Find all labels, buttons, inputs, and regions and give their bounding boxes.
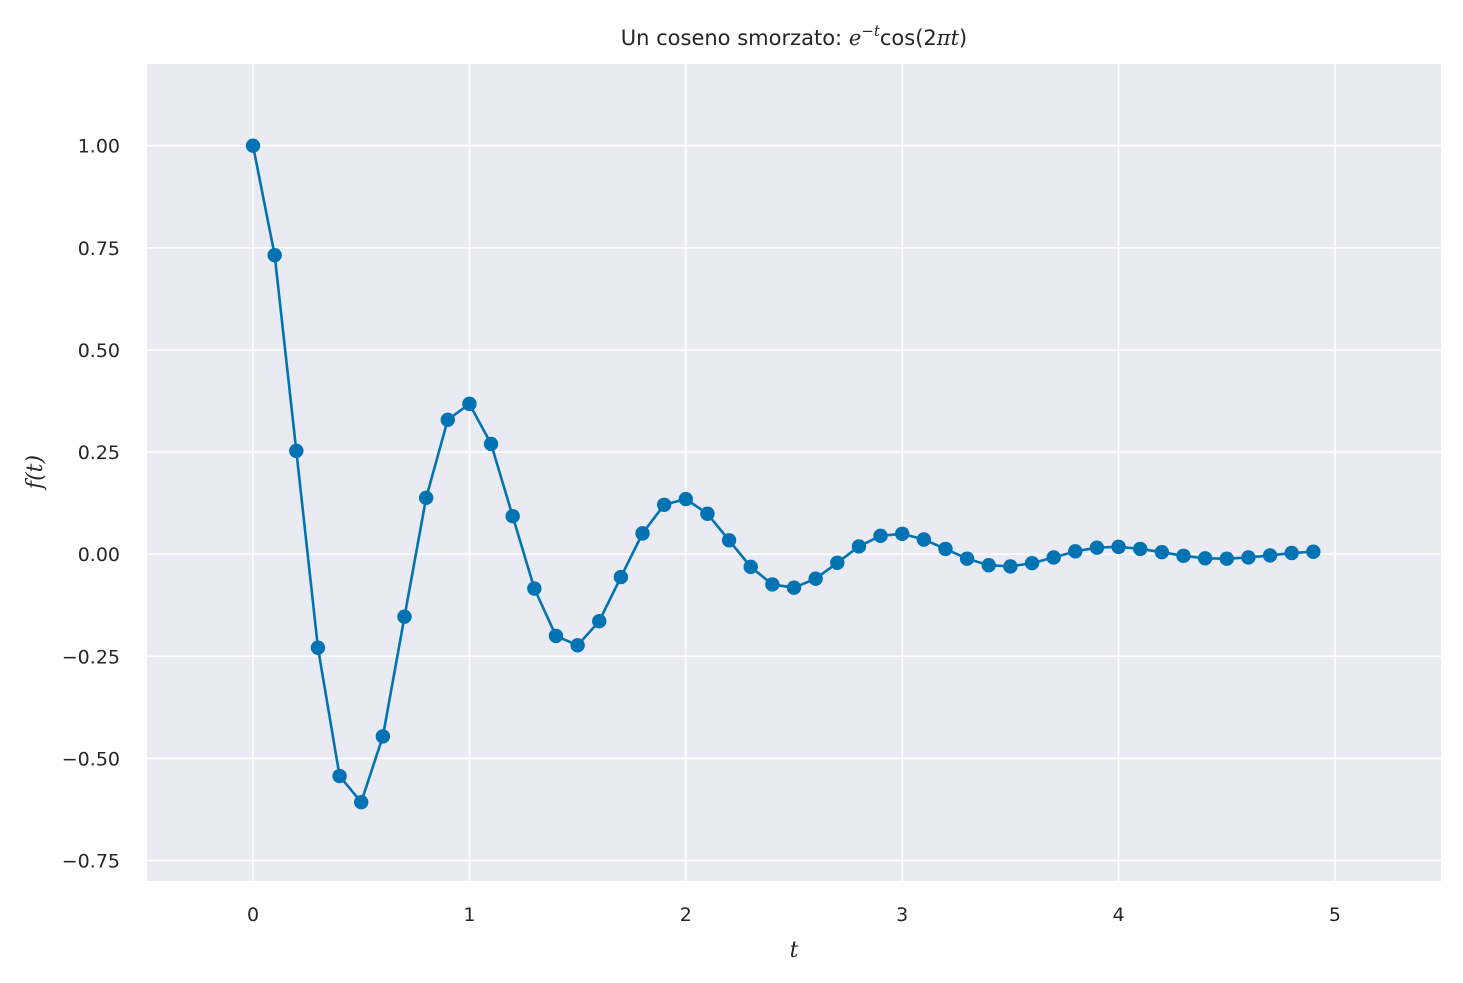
title-e: e <box>849 26 861 50</box>
title-func: cos <box>880 26 915 50</box>
data-point <box>700 506 715 521</box>
series-layer <box>245 138 1321 810</box>
data-point <box>354 794 369 810</box>
data-point <box>830 555 845 570</box>
data-point <box>462 396 477 412</box>
data-point <box>267 247 282 263</box>
data-point <box>1284 545 1299 561</box>
data-point <box>1306 544 1321 559</box>
data-point <box>765 577 780 592</box>
plot-background <box>147 64 1441 881</box>
data-point <box>916 532 932 547</box>
y-tick-label: 0.00 <box>78 544 120 566</box>
data-point <box>938 541 953 557</box>
y-tick-label: 0.75 <box>78 238 120 260</box>
data-point <box>548 628 564 644</box>
chart-title: Un coseno smorzato: e−tcos(2πt) <box>621 22 967 50</box>
data-point <box>505 509 520 524</box>
x-axis-label: t <box>790 938 799 963</box>
tick-labels: 0 1 2 3 4 5 −0.75 −0.50 −0.25 0.00 0.25 0.50 0.75 1.0… <box>62 136 1341 926</box>
data-point <box>981 558 996 573</box>
data-point <box>1111 539 1126 555</box>
data-point <box>894 526 910 541</box>
data-point <box>397 609 412 624</box>
title-open: (2 <box>915 26 937 50</box>
data-point <box>656 497 672 512</box>
title-prefix: Un coseno smorzato: <box>621 26 849 50</box>
data-point <box>375 729 391 744</box>
data-point <box>851 539 867 554</box>
data-point <box>570 638 585 653</box>
data-point <box>1241 550 1256 565</box>
data-point <box>635 526 650 541</box>
data-point <box>873 528 888 544</box>
data-point <box>1133 541 1148 557</box>
y-tick-label: 0.25 <box>78 442 120 464</box>
data-point <box>1024 555 1040 571</box>
y-tick-label: −0.50 <box>62 748 120 770</box>
data-point <box>1003 559 1018 574</box>
y-tick-label: 0.50 <box>78 340 120 362</box>
data-point <box>527 581 542 596</box>
data-point <box>1219 551 1234 566</box>
x-tick-label: 1 <box>463 904 475 926</box>
data-point <box>1068 544 1083 559</box>
data-point <box>786 580 802 595</box>
data-point <box>613 569 629 585</box>
x-tick-label: 2 <box>680 904 692 926</box>
data-point <box>1089 540 1105 555</box>
title-close: ) <box>959 26 967 50</box>
data-point <box>743 559 758 575</box>
y-tick-label: −0.75 <box>62 851 120 873</box>
data-point <box>483 436 499 452</box>
title-exponent: −t <box>861 22 881 40</box>
data-point <box>245 138 261 153</box>
data-point <box>1046 550 1061 565</box>
data-point <box>721 533 737 548</box>
x-tick-label: 4 <box>1113 904 1125 926</box>
data-point <box>332 768 347 784</box>
data-point <box>959 551 975 566</box>
data-point <box>1176 548 1191 564</box>
y-tick-label: 1.00 <box>78 136 120 158</box>
y-axis-label: f(t) <box>23 455 48 491</box>
x-tick-label: 5 <box>1329 904 1341 926</box>
data-point <box>1154 544 1170 560</box>
title-t: t <box>951 26 960 50</box>
data-point <box>440 412 455 428</box>
data-point <box>289 443 304 459</box>
x-tick-label: 0 <box>247 904 259 926</box>
data-point <box>418 490 434 506</box>
title-pi: π <box>936 26 952 50</box>
data-point <box>1197 551 1213 566</box>
data-point <box>592 613 607 629</box>
y-tick-label: −0.25 <box>62 646 120 668</box>
x-tick-label: 3 <box>896 904 908 926</box>
data-point <box>310 640 326 655</box>
data-point <box>808 571 823 586</box>
data-point <box>678 491 694 507</box>
data-point <box>1262 548 1278 563</box>
